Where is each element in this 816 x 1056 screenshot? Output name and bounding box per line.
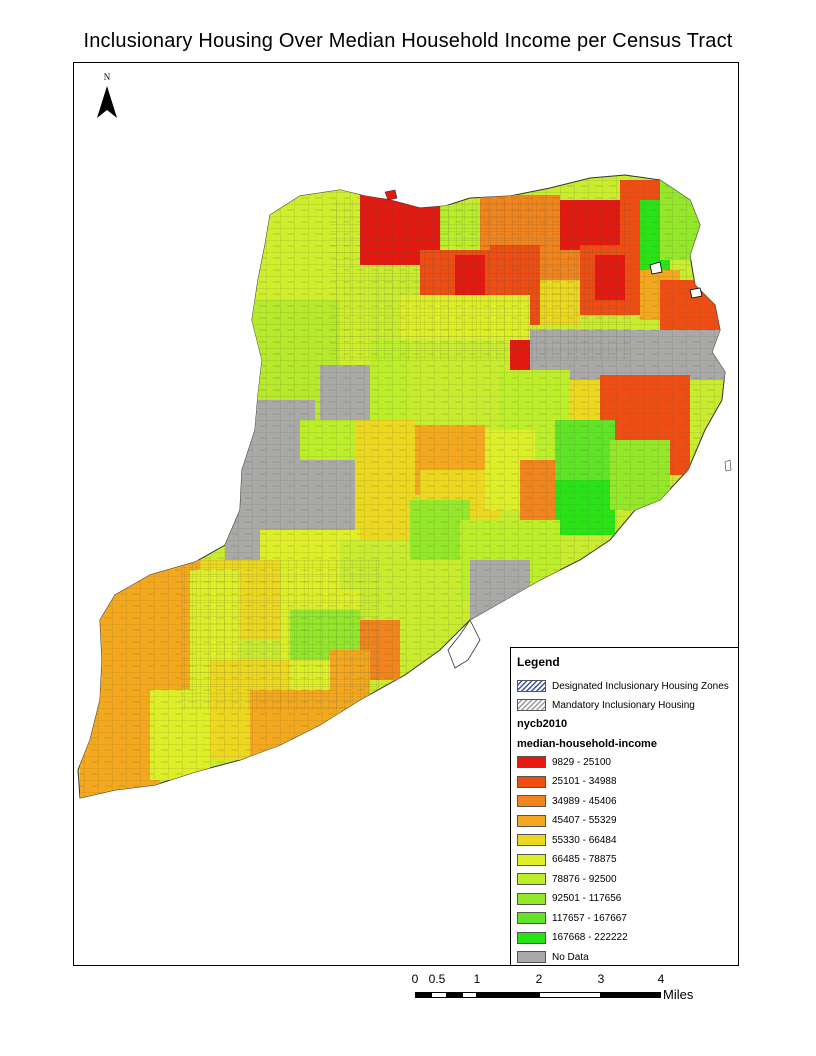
- map-title: Inclusionary Housing Over Median Househo…: [83, 30, 733, 52]
- scale-tick-label: 1: [473, 972, 481, 986]
- legend-title: Legend: [517, 655, 560, 669]
- legend-class-label: 92501 - 117656: [552, 893, 622, 904]
- scale-tick-label: 4: [657, 972, 665, 986]
- legend-class-swatch: [517, 892, 546, 905]
- legend-class-label: 78876 - 92500: [552, 873, 617, 885]
- scale-tick-label: 2: [535, 972, 543, 986]
- legend-class-swatch: [517, 814, 546, 827]
- legend-layer-name: nycb2010: [517, 718, 568, 730]
- scale-segment: [447, 992, 462, 998]
- legend-class-label: 9829 - 25100: [552, 756, 611, 768]
- legend-class-row: 167668 - 222222: [517, 931, 628, 945]
- legend-class-row: 34989 - 45406: [517, 794, 617, 808]
- legend-field-name: median-household-income: [517, 738, 657, 750]
- north-label: N: [103, 72, 111, 82]
- legend-class-row: 55330 - 66484: [517, 833, 617, 847]
- map-legend: Legend Designated Inclusionary Housing Z…: [510, 647, 739, 966]
- scale-segment: [462, 992, 477, 998]
- legend-class-label: 45407 - 55329: [552, 815, 617, 826]
- scale-tick-label: 3: [597, 972, 605, 986]
- legend-class-row: 45407 - 55329: [517, 814, 617, 828]
- legend-class-swatch: [517, 834, 546, 846]
- scale-tick-label: 0.5: [428, 972, 446, 986]
- legend-class-label: 66485 - 78875: [552, 854, 617, 865]
- legend-class-label: No Data: [552, 951, 589, 963]
- legend-class-row: 25101 - 34988: [517, 775, 617, 789]
- scale-segment: [431, 992, 447, 998]
- map-frame: [73, 62, 739, 966]
- legend-class-row: 78876 - 92500: [517, 872, 617, 886]
- scale-segment: [477, 992, 539, 998]
- scale-segment: [415, 992, 431, 998]
- legend-class-label: 25101 - 34988: [552, 776, 617, 787]
- legend-class-swatch: [517, 795, 546, 807]
- legend-class-label: 55330 - 66484: [552, 834, 617, 846]
- legend-class-row: No Data: [517, 950, 589, 964]
- legend-class-label: 167668 - 222222: [552, 932, 628, 943]
- scale-tick-label: 0: [411, 972, 419, 986]
- legend-label: Designated Inclusionary Housing Zones: [552, 680, 729, 692]
- legend-overlay-designated: Designated Inclusionary Housing Zones: [517, 679, 729, 693]
- legend-overlay-mandatory: Mandatory Inclusionary Housing: [517, 698, 695, 712]
- legend-class-swatch: [517, 873, 546, 885]
- legend-class-swatch: [517, 756, 546, 768]
- legend-class-row: 66485 - 78875: [517, 853, 617, 867]
- legend-class-label: 34989 - 45406: [552, 795, 617, 807]
- legend-label: Mandatory Inclusionary Housing: [552, 699, 695, 711]
- staten-island-choropleth-map: [77, 174, 732, 799]
- legend-class-swatch: [517, 912, 546, 924]
- legend-class-row: 92501 - 117656: [517, 892, 621, 906]
- designated-zone-swatch: [517, 680, 546, 692]
- mandatory-housing-swatch: [517, 699, 546, 711]
- legend-class-swatch: [517, 931, 546, 944]
- scale-unit: Miles: [663, 987, 694, 1002]
- scale-segment: [539, 992, 601, 998]
- legend-class-swatch: [517, 853, 546, 866]
- scale-bar: 0 0.5 1 2 3 4 Miles: [405, 966, 725, 1006]
- north-arrow-icon: N: [95, 72, 119, 122]
- scale-segment: [601, 992, 661, 998]
- legend-class-swatch: [517, 775, 546, 788]
- legend-class-label: 117657 - 167667: [552, 912, 627, 924]
- legend-class-swatch: [517, 951, 546, 963]
- legend-class-row: 117657 - 167667: [517, 911, 627, 925]
- legend-class-row: 9829 - 25100: [517, 755, 611, 769]
